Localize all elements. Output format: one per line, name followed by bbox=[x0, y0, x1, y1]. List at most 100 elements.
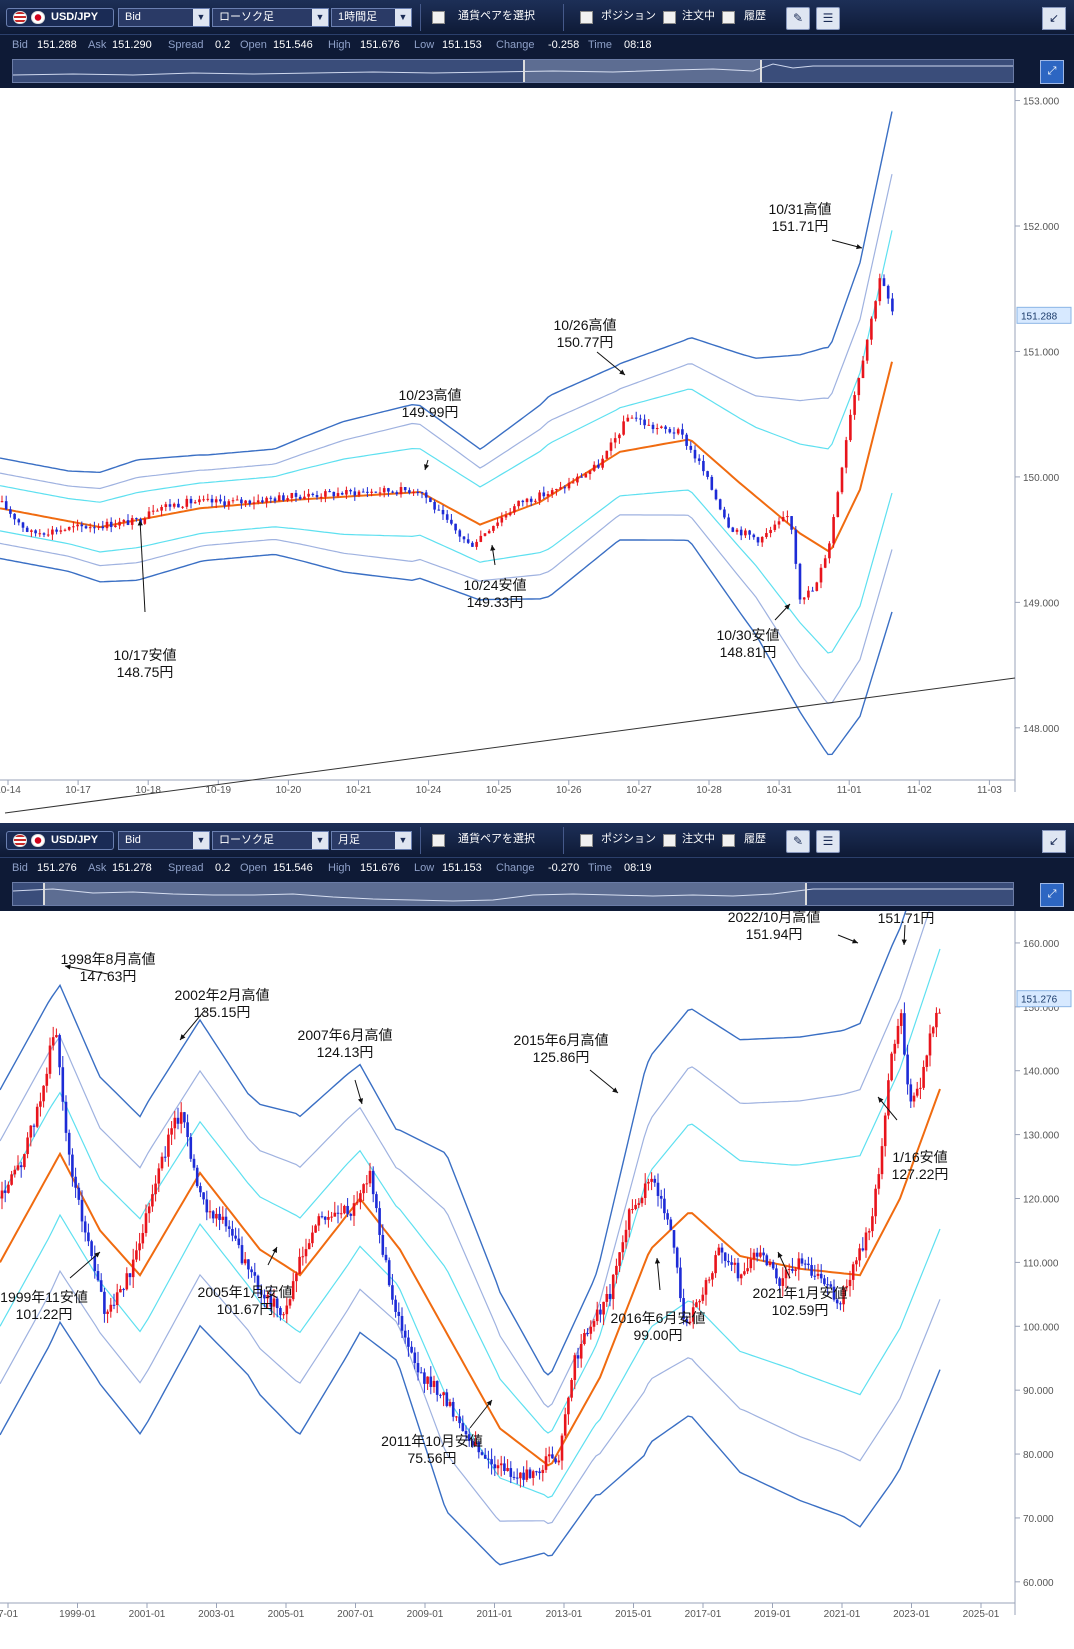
candle-body bbox=[819, 567, 823, 583]
candle-body bbox=[362, 1184, 365, 1194]
candle-body bbox=[499, 1463, 503, 1466]
timeframe-select[interactable]: 1時間足 ▼ bbox=[331, 8, 412, 27]
candle-body bbox=[710, 476, 714, 490]
x-tick-label: 10-24 bbox=[416, 785, 442, 796]
candle-body bbox=[433, 501, 436, 510]
candle-body bbox=[794, 1269, 797, 1271]
candle-body bbox=[450, 519, 453, 524]
position-checkbox[interactable] bbox=[580, 834, 593, 847]
candle-body bbox=[87, 1232, 90, 1242]
history-checkbox[interactable] bbox=[722, 11, 735, 24]
band-1sigma-lower-line bbox=[0, 489, 893, 654]
orders-label: 注文中 bbox=[682, 10, 715, 22]
candle-body bbox=[580, 476, 583, 478]
candle-body bbox=[706, 471, 709, 477]
history-checkbox[interactable] bbox=[722, 834, 735, 847]
candle-body bbox=[538, 1471, 541, 1474]
list-icon: ☰ bbox=[822, 834, 834, 848]
chevron-down-icon: ▼ bbox=[312, 9, 328, 26]
orders-checkbox[interactable] bbox=[663, 11, 676, 24]
navigator-window-handle[interactable] bbox=[523, 60, 762, 82]
navigator-window-handle[interactable] bbox=[43, 883, 807, 905]
candle-body bbox=[328, 491, 331, 493]
candle-body bbox=[21, 522, 25, 528]
navigator-track[interactable] bbox=[12, 882, 1014, 906]
candle-body bbox=[122, 1289, 125, 1291]
candle-body bbox=[382, 488, 386, 493]
position-checkbox[interactable] bbox=[580, 11, 593, 24]
candle-body bbox=[557, 1460, 561, 1463]
draw-tool-button[interactable]: ✎ bbox=[786, 7, 810, 30]
current-price-label: 151.288 bbox=[1021, 311, 1058, 322]
candle-body bbox=[412, 492, 415, 494]
zoom-button[interactable]: ⤢ bbox=[1040, 883, 1064, 907]
candle-body bbox=[202, 1192, 205, 1200]
candle-body bbox=[413, 1352, 417, 1364]
annotation-title: 2015年6月高値 bbox=[514, 1032, 609, 1048]
minimize-button[interactable]: ↙ bbox=[1042, 7, 1066, 30]
indicator-settings-button[interactable]: ☰ bbox=[816, 830, 840, 853]
orders-checkbox[interactable] bbox=[663, 834, 676, 847]
candle-body bbox=[269, 497, 273, 499]
candle-body bbox=[336, 493, 340, 497]
hourly-candlestick-chart[interactable]: 148.000 149.000 150.000 151.000 152.000 153.0… bbox=[0, 88, 1074, 821]
draw-tool-button[interactable]: ✎ bbox=[786, 830, 810, 853]
select-pair-checkbox[interactable] bbox=[432, 11, 445, 24]
candle-body bbox=[567, 482, 571, 489]
chart-style-select[interactable]: ローソク足 ▼ bbox=[212, 831, 329, 850]
currency-pair-button[interactable]: USD/JPY bbox=[6, 831, 114, 850]
currency-pair-label: USD/JPY bbox=[51, 834, 99, 846]
candle-body bbox=[515, 1477, 519, 1479]
candle-body bbox=[682, 1298, 685, 1320]
candle-body bbox=[151, 510, 155, 512]
x-tick-label: 2021-01 bbox=[824, 1609, 861, 1620]
time-value: 08:19 bbox=[624, 862, 652, 874]
low-value: 151.153 bbox=[442, 862, 482, 874]
candle-body bbox=[173, 1117, 177, 1129]
price-chart[interactable]: 148.000 149.000 150.000 151.000 152.000 153.0… bbox=[0, 88, 1074, 821]
navigator-track[interactable] bbox=[12, 59, 1014, 83]
chart-style-select[interactable]: ローソク足 ▼ bbox=[212, 8, 329, 27]
candle-body bbox=[275, 1298, 279, 1309]
annotation-arrowhead bbox=[852, 938, 858, 944]
candle-body bbox=[689, 445, 693, 450]
candle-body bbox=[676, 429, 680, 434]
annotation-arrowhead bbox=[65, 964, 71, 970]
candle-body bbox=[420, 492, 424, 494]
price-type-select[interactable]: Bid ▼ bbox=[118, 8, 210, 27]
candle-body bbox=[157, 1168, 161, 1184]
candle-body bbox=[277, 495, 281, 502]
currency-pair-button[interactable]: USD/JPY bbox=[6, 8, 114, 27]
y-tick-label: 148.000 bbox=[1023, 724, 1060, 735]
candle-body bbox=[311, 493, 315, 496]
minimize-button[interactable]: ↙ bbox=[1042, 830, 1066, 853]
high-value: 151.676 bbox=[360, 39, 400, 51]
candle-body bbox=[323, 1216, 327, 1220]
time-label: Time bbox=[588, 39, 613, 51]
price-type-select[interactable]: Bid ▼ bbox=[118, 831, 210, 850]
candle-body bbox=[391, 1285, 394, 1300]
timeframe-select[interactable]: 月足 ▼ bbox=[331, 831, 412, 850]
candle-body bbox=[25, 527, 29, 532]
candle-body bbox=[315, 495, 319, 498]
annotation-arrowhead bbox=[856, 244, 862, 250]
indicator-settings-button[interactable]: ☰ bbox=[816, 7, 840, 30]
candle-body bbox=[215, 1213, 218, 1219]
candle-body bbox=[195, 1167, 199, 1187]
monthly-candlestick-chart[interactable]: 60.000 70.000 80.000 90.000 100.000 110.000 12… bbox=[0, 808, 1074, 1644]
select-pair-checkbox[interactable] bbox=[432, 834, 445, 847]
zoom-button[interactable]: ⤢ bbox=[1040, 60, 1064, 84]
candle-body bbox=[370, 491, 373, 493]
candle-body bbox=[218, 1213, 221, 1220]
candle-body bbox=[541, 1469, 545, 1474]
candle-body bbox=[311, 1232, 314, 1244]
candle-body bbox=[330, 1216, 333, 1218]
candle-body bbox=[857, 378, 861, 396]
price-chart[interactable]: 60.000 70.000 80.000 90.000 100.000 110.000 12… bbox=[0, 808, 1074, 1644]
candle-body bbox=[630, 417, 634, 419]
x-tick-label: 2011-01 bbox=[477, 1609, 513, 1620]
candle-body bbox=[384, 1254, 388, 1261]
x-tick-label: 10-18 bbox=[135, 785, 161, 796]
annotation-arrowhead bbox=[424, 464, 430, 470]
y-tick-label: 149.000 bbox=[1023, 598, 1060, 609]
